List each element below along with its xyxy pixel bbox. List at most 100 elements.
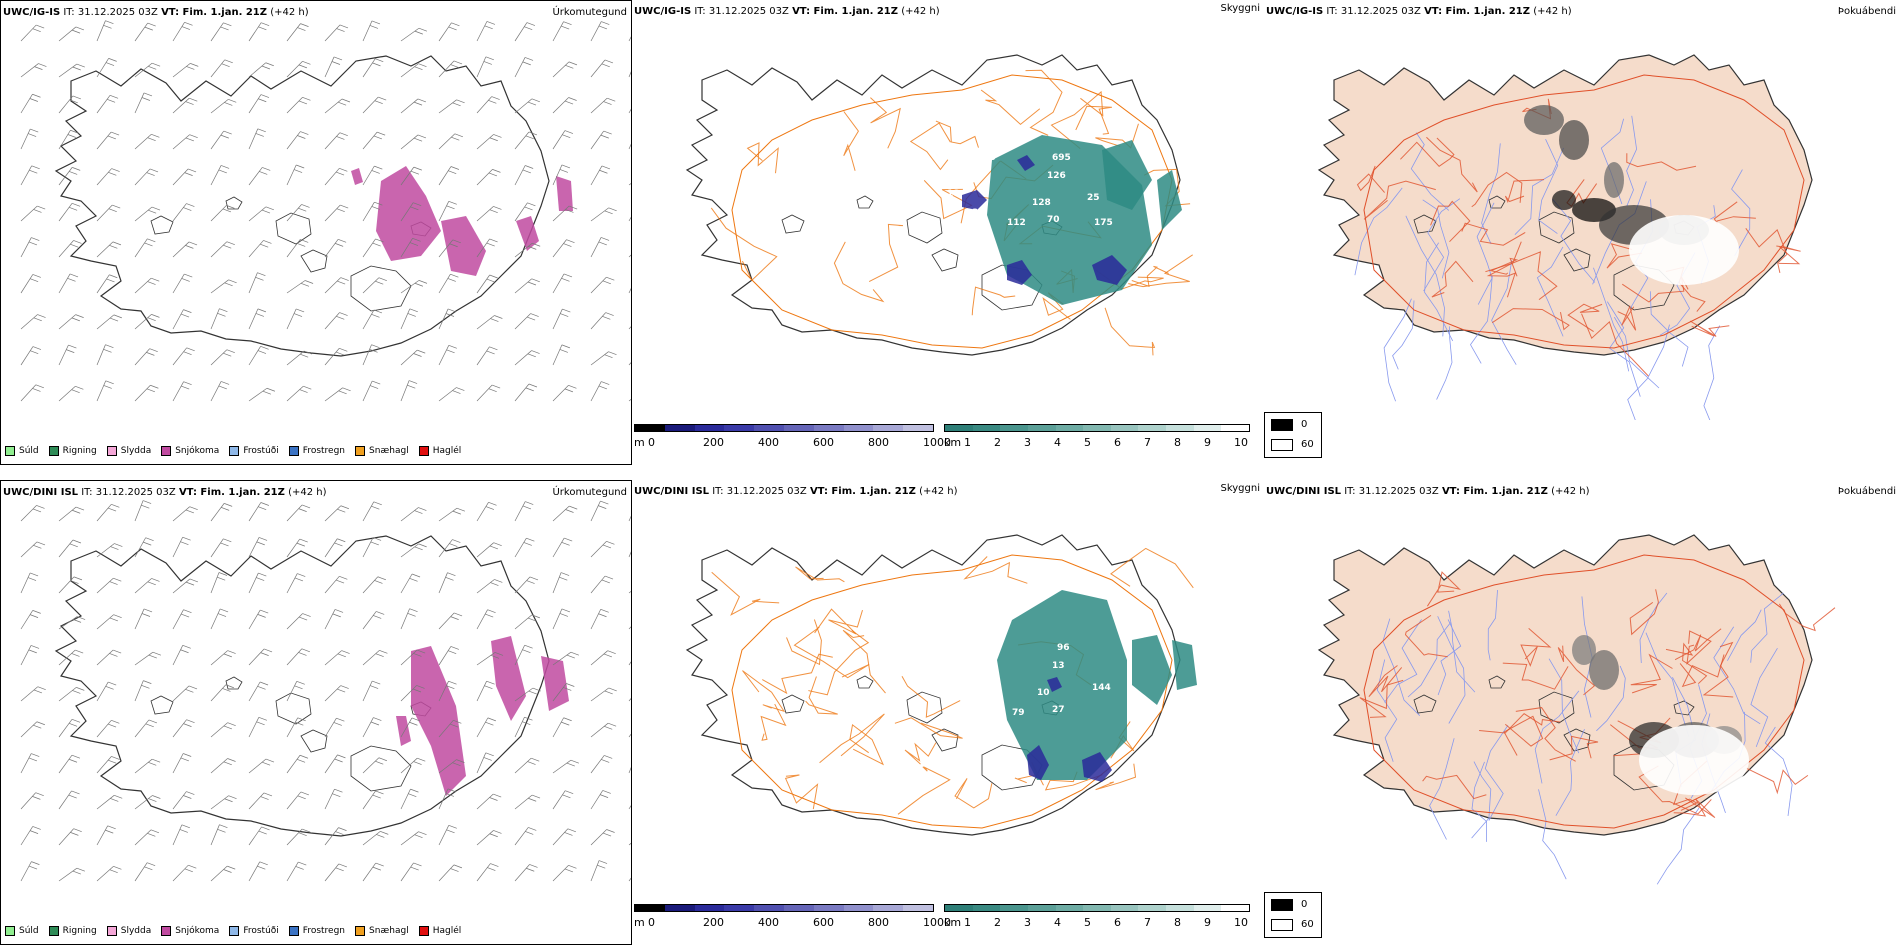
legend-label: Frostúði <box>243 926 279 936</box>
ceiling-label: 695 <box>1052 153 1071 163</box>
legend-swatch <box>106 926 117 936</box>
visibility-tick: 5 <box>1084 436 1091 449</box>
lead-time: (+42 h) <box>901 6 940 17</box>
panel-title: Þokuábendi <box>1837 6 1896 17</box>
legend-item: Slydda <box>106 926 152 936</box>
legend-label: Slydda <box>120 926 152 936</box>
visibility-colorbar-swatches <box>944 424 1250 432</box>
ceiling-label: 79 <box>1012 708 1025 718</box>
legend-swatch <box>288 926 299 936</box>
snow-areas <box>351 166 573 276</box>
panel-header: UWC/DINI ISL IT: 31.12.2025 03Z VT: Fim.… <box>1266 486 1590 497</box>
glacier-outline <box>225 676 243 690</box>
ceiling-tick: 400 <box>758 436 779 449</box>
fog-legend-swatch <box>1271 439 1293 451</box>
fog-legend: 0 60 <box>1264 412 1322 458</box>
panel-header: UWC/DINI ISL IT: 31.12.2025 03Z VT: Fim.… <box>634 486 958 497</box>
ceiling-label: 79 <box>982 613 995 623</box>
wind-barbs <box>20 20 631 402</box>
ceiling-tick: 200 <box>703 436 724 449</box>
glacier-outline <box>1538 211 1575 244</box>
model-name: UWC/DINI ISL <box>3 487 79 498</box>
legend-swatch <box>418 446 429 456</box>
glacier-outline <box>1413 214 1437 234</box>
ceiling-tick: 600 <box>813 436 834 449</box>
legend-label: Snjókoma <box>175 926 220 936</box>
legend-item: Snæhagl <box>355 446 409 456</box>
glacier-outline <box>1488 675 1506 689</box>
precip-type-map <box>20 20 631 402</box>
legend-swatch <box>48 446 59 456</box>
low-visibility-areas <box>997 590 1197 780</box>
iceland-coastline <box>1317 534 1813 836</box>
it-label: IT: <box>63 7 75 18</box>
visibility-tick: 2 <box>994 436 1001 449</box>
legend-swatch <box>229 926 240 936</box>
visibility-panel: UWC/DINI ISL IT: 31.12.2025 03Z VT: Fim.… <box>632 480 1264 950</box>
ceiling-label: 355 <box>952 679 971 689</box>
glacier-white <box>1639 725 1749 795</box>
glacier-outline <box>1413 694 1437 714</box>
ceiling-label: 415 <box>977 153 996 163</box>
ceiling-label: 96 <box>1057 643 1070 653</box>
ceiling-tick: 800 <box>868 436 889 449</box>
vt-label: VT: Fim. 1.jan. 21Z <box>178 487 285 498</box>
it-label: IT: <box>712 486 724 497</box>
it-label: IT: <box>694 6 706 17</box>
ceiling-unit: m <box>634 436 645 449</box>
ceiling-tick: 1000 <box>923 916 951 929</box>
panel-title: Skyggni <box>1220 3 1260 14</box>
precip-type-map <box>20 500 631 882</box>
ceiling-label: 70 <box>1047 215 1060 225</box>
it-value: 31.12.2025 03Z <box>726 486 807 497</box>
glacier-outline <box>350 745 412 792</box>
ceiling-label: 27 <box>1052 705 1065 715</box>
visibility-tick: 1 <box>964 436 971 449</box>
fog-legend-label: 60 <box>1301 919 1314 930</box>
legend-item: Snæhagl <box>355 926 409 936</box>
precip-legend: Súld Rigning Slydda Snjókoma Frostúði Frostre… <box>5 446 471 456</box>
visibility-tick: 1 <box>964 916 971 929</box>
vt-label: VT: Fim. 1.jan. 21Z <box>792 6 899 17</box>
lead-time: (+42 h) <box>270 7 309 18</box>
it-value: 31.12.2025 03Z <box>95 487 176 498</box>
legend-item: Frostúði <box>229 446 279 456</box>
visibility-tick: 9 <box>1204 916 1211 929</box>
fog-legend-label: 60 <box>1301 439 1314 450</box>
lead-time: (+42 h) <box>919 486 958 497</box>
precip-type-panel: UWC/IG-IS IT: 31.12.2025 03Z VT: Fim. 1.… <box>0 0 632 465</box>
legend-swatch <box>355 926 366 936</box>
visibility-tick: 6 <box>1114 916 1121 929</box>
ceiling-label: 34 <box>972 208 985 218</box>
wind-barbs <box>20 500 631 882</box>
precip-type-panel: UWC/DINI ISL IT: 31.12.2025 03Z VT: Fim.… <box>0 480 632 945</box>
glacier-outline <box>1488 195 1506 209</box>
legend-item: Snjókoma <box>161 926 219 936</box>
legend-label: Súld <box>19 446 39 456</box>
road-network <box>1356 74 1805 377</box>
glacier-outline <box>225 196 243 210</box>
model-name: UWC/IG-IS <box>634 6 692 17</box>
ceiling-label: 10 <box>1037 688 1050 698</box>
legend-item: Rigning <box>48 926 97 936</box>
legend-item: Rigning <box>48 446 97 456</box>
it-label: IT: <box>81 487 93 498</box>
ceiling-label: 55 <box>977 123 990 133</box>
panel-header: UWC/IG-IS IT: 31.12.2025 03Z VT: Fim. 1.… <box>1266 6 1572 17</box>
fog-index-panel: UWC/DINI ISL IT: 31.12.2025 03Z VT: Fim.… <box>1264 480 1900 950</box>
fog-index-map <box>1317 534 1836 885</box>
low-ceiling-areas <box>1027 677 1112 782</box>
legend-item: Súld <box>5 446 39 456</box>
legend-label: Rigning <box>62 926 97 936</box>
legend-item: Frostregn <box>288 926 345 936</box>
legend-swatch <box>48 926 59 936</box>
lead-time: (+42 h) <box>288 487 327 498</box>
glacier-outline <box>275 212 312 245</box>
model-name: UWC/IG-IS <box>3 7 61 18</box>
legend-swatch <box>5 446 15 456</box>
vt-label: VT: Fim. 1.jan. 21Z <box>1424 6 1531 17</box>
fog-legend-label: 0 <box>1301 899 1308 910</box>
ceiling-unit: m <box>634 916 645 929</box>
ceiling-tick: 200 <box>703 916 724 929</box>
visibility-tick: 3 <box>1024 916 1031 929</box>
